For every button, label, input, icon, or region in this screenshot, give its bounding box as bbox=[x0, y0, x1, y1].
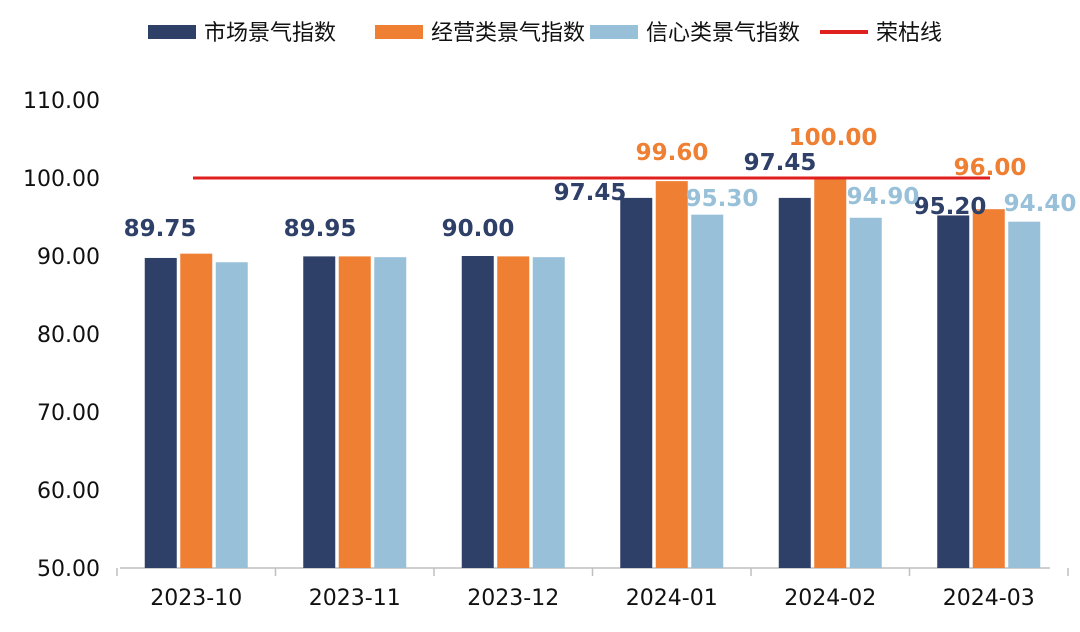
legend-label: 信心类景气指数 bbox=[646, 21, 800, 46]
bar bbox=[620, 197, 653, 568]
x-tick-label: 2023-10 bbox=[150, 586, 242, 611]
legend-swatch bbox=[148, 25, 196, 39]
bar bbox=[972, 209, 1005, 568]
data-labels: 89.75 89.95 90.00 97.45 97.45 95.20 99.60 100.0… bbox=[124, 125, 1077, 242]
bar bbox=[849, 217, 882, 568]
data-label: 95.30 bbox=[686, 186, 759, 212]
bar bbox=[144, 257, 177, 568]
bar bbox=[497, 256, 530, 568]
y-tick-label: 70.00 bbox=[37, 401, 100, 426]
data-label: 97.45 bbox=[554, 180, 627, 206]
data-label: 89.95 bbox=[284, 216, 357, 242]
y-tick-label: 80.00 bbox=[37, 323, 100, 348]
bar bbox=[374, 257, 407, 568]
data-label: 100.00 bbox=[789, 125, 878, 151]
x-tick-label: 2024-03 bbox=[943, 586, 1035, 611]
x-axis: 2023-10 2023-11 2023-12 2024-01 2024-02 2024-… bbox=[116, 567, 1069, 611]
data-label: 96.00 bbox=[954, 155, 1027, 181]
data-label: 94.90 bbox=[847, 184, 920, 210]
legend-label: 经营类景气指数 bbox=[431, 21, 585, 46]
y-axis: 50.00 60.00 70.00 80.00 90.00 100.00 110.00 bbox=[23, 89, 100, 582]
bar bbox=[180, 253, 213, 568]
legend: 市场景气指数 经营类景气指数 信心类景气指数 荣枯线 bbox=[148, 21, 942, 46]
bar bbox=[461, 256, 494, 568]
bar bbox=[532, 257, 565, 568]
bar bbox=[814, 178, 847, 568]
x-tick-label: 2024-02 bbox=[784, 586, 876, 611]
y-tick-label: 90.00 bbox=[37, 245, 100, 270]
bars bbox=[144, 178, 1041, 568]
bar bbox=[937, 215, 970, 568]
data-label: 95.20 bbox=[914, 194, 987, 220]
legend-swatch bbox=[590, 25, 638, 39]
y-tick-label: 110.00 bbox=[23, 89, 100, 114]
data-label: 97.45 bbox=[744, 150, 817, 176]
bar bbox=[338, 256, 371, 568]
data-label: 90.00 bbox=[442, 216, 515, 242]
bar bbox=[1008, 221, 1041, 568]
legend-label: 市场景气指数 bbox=[204, 21, 336, 46]
y-tick-label: 100.00 bbox=[23, 167, 100, 192]
data-label: 99.60 bbox=[636, 140, 709, 166]
x-tick-label: 2023-12 bbox=[467, 586, 559, 611]
bar bbox=[215, 262, 248, 568]
bar bbox=[655, 181, 688, 568]
legend-label: 荣枯线 bbox=[876, 21, 942, 46]
bar bbox=[691, 214, 724, 568]
data-label: 94.40 bbox=[1004, 191, 1077, 217]
data-label: 89.75 bbox=[124, 216, 197, 242]
bar bbox=[778, 197, 811, 568]
y-tick-label: 50.00 bbox=[37, 557, 100, 582]
bar bbox=[303, 256, 336, 568]
x-tick-label: 2024-01 bbox=[626, 586, 718, 611]
legend-swatch bbox=[375, 25, 423, 39]
x-tick-label: 2023-11 bbox=[309, 586, 401, 611]
y-tick-label: 60.00 bbox=[37, 479, 100, 504]
